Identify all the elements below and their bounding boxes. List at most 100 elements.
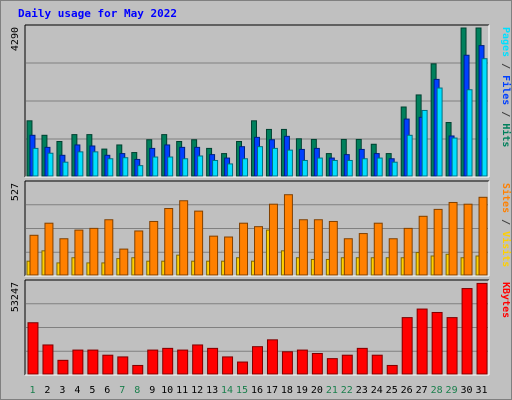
bar-pages [421, 109, 428, 177]
x-tick-label: 6 [104, 385, 110, 396]
bar-kbytes [296, 349, 308, 375]
bar-pages [167, 156, 174, 177]
bar-sites [283, 194, 293, 276]
x-tick-label: 16 [251, 385, 263, 396]
series-axis-label-part: Pages [500, 27, 511, 57]
bar-sites [343, 238, 353, 276]
x-tick-label: 1 [29, 385, 35, 396]
bar-sites [89, 227, 99, 276]
x-tick-label: 18 [281, 385, 293, 396]
bar-sites [388, 238, 398, 276]
x-tick-label: 14 [221, 385, 233, 396]
bar-sites [433, 208, 443, 276]
bar-kbytes [102, 354, 114, 375]
bar-sites [239, 222, 249, 276]
bar-sites [149, 220, 159, 276]
series-axis-label: Sites / Visits [500, 183, 512, 267]
bar-sites [298, 219, 308, 276]
x-tick-label: 22 [341, 385, 353, 396]
x-tick-label: 3 [59, 385, 65, 396]
bar-pages [391, 161, 398, 177]
bar-pages [301, 159, 308, 177]
bar-pages [212, 159, 219, 177]
bar-sites [134, 230, 144, 276]
bar-pages [137, 165, 144, 177]
bar-sites [44, 222, 54, 276]
x-tick-label: 12 [191, 385, 203, 396]
x-tick-label: 10 [161, 385, 173, 396]
y-max-label: 4290 [10, 27, 21, 51]
bar-pages [182, 158, 189, 177]
x-tick-label: 17 [266, 385, 278, 396]
x-tick-label: 5 [89, 385, 95, 396]
y-max-label: 53247 [10, 282, 21, 312]
bar-kbytes [356, 347, 368, 375]
bar-kbytes [87, 349, 99, 375]
bar-kbytes [147, 349, 159, 375]
bar-sites [478, 196, 488, 276]
bar-kbytes [192, 344, 204, 375]
x-tick-label: 11 [176, 385, 188, 396]
bar-pages [47, 152, 54, 177]
bar-pages [32, 147, 39, 177]
x-tick-label: 26 [401, 385, 413, 396]
bar-pages [257, 146, 263, 177]
bar-pages [331, 159, 338, 177]
bar-pages [436, 87, 443, 177]
bar-kbytes [446, 317, 458, 375]
bar-sites [358, 233, 368, 276]
bar-kbytes [431, 311, 443, 375]
bar-sites [373, 222, 383, 276]
bar-kbytes [252, 346, 263, 375]
bar-sites [448, 201, 458, 276]
series-axis-label: KBytes [500, 282, 511, 318]
bar-pages [242, 158, 249, 177]
bar-kbytes [326, 358, 338, 375]
bar-sites [463, 203, 473, 276]
x-tick-label: 13 [206, 385, 218, 396]
bar-kbytes [27, 322, 39, 375]
bar-kbytes [42, 344, 54, 375]
bar-kbytes [162, 347, 174, 375]
x-tick-label: 28 [431, 385, 443, 396]
x-tick-label: 4 [74, 385, 80, 396]
bar-sites [104, 219, 114, 276]
bar-pages [271, 147, 278, 177]
bar-pages [197, 155, 204, 177]
x-tick-label: 31 [475, 385, 487, 396]
series-axis-label-part: / [500, 105, 511, 123]
x-tick-label: 27 [416, 385, 428, 396]
x-tick-label: 24 [371, 385, 383, 396]
bar-kbytes [72, 349, 84, 375]
bar-sites [254, 226, 263, 276]
bar-sites [119, 248, 129, 276]
bar-sites [224, 236, 234, 276]
bar-kbytes [371, 354, 383, 375]
series-axis-label-part: Sites [500, 183, 512, 213]
x-tick-label: 21 [326, 385, 338, 396]
bar-kbytes [416, 308, 428, 375]
bar-pages [122, 157, 129, 177]
bar-pages [361, 158, 368, 177]
y-max-label: 527 [10, 183, 21, 201]
series-axis-label-part: / [500, 213, 511, 231]
bar-kbytes [237, 361, 249, 375]
bar-pages [286, 149, 293, 177]
x-tick-label: 29 [446, 385, 458, 396]
series-axis-label-part: Hits [500, 123, 512, 147]
bar-sites [29, 234, 39, 276]
bar-kbytes [341, 354, 353, 375]
bar-pages [481, 58, 488, 177]
x-tick-label: 9 [149, 385, 155, 396]
x-tick-label: 23 [356, 385, 368, 396]
bar-kbytes [177, 349, 189, 375]
x-tick-label: 25 [386, 385, 398, 396]
x-tick-label: 7 [119, 385, 125, 396]
bar-kbytes [266, 339, 278, 375]
x-tick-label: 20 [311, 385, 323, 396]
x-tick-label: 8 [134, 385, 140, 396]
bar-pages [316, 157, 323, 177]
chart-title: Daily usage for May 2022 [18, 7, 177, 20]
series-axis-label-part: KBytes [500, 282, 511, 318]
